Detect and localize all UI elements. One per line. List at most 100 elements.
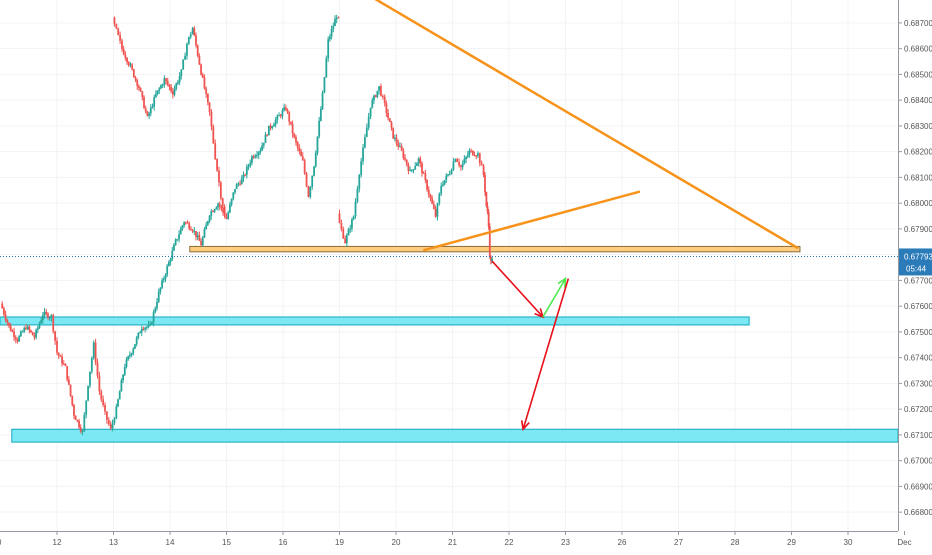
candle-body (240, 178, 243, 185)
time-tick-label: 14 (166, 538, 175, 547)
candle (137, 332, 140, 340)
candle-body (113, 418, 116, 424)
candle-body (117, 399, 119, 407)
candle (313, 166, 315, 177)
candle-body (471, 150, 474, 156)
candle-body (482, 165, 485, 175)
candle-body (9, 325, 12, 331)
candle (190, 226, 192, 231)
candle-body (147, 324, 150, 327)
candle (78, 418, 80, 430)
candle-body (124, 54, 127, 58)
candle-body (475, 155, 478, 157)
time-tick-label: 0 (0, 538, 2, 547)
candle-body (309, 187, 312, 197)
candle (475, 154, 478, 160)
candle-body (134, 77, 137, 80)
candle (188, 221, 191, 231)
candle-body (157, 291, 160, 302)
candle-body (271, 126, 274, 128)
candle (71, 395, 74, 407)
candle (140, 325, 143, 336)
time-tick-label: 27 (674, 538, 683, 547)
candle-body (1, 303, 4, 309)
candle-body (127, 356, 130, 360)
time-tick-label: 20 (392, 538, 401, 547)
candle (342, 226, 345, 240)
candle (118, 390, 121, 400)
candle-body (193, 28, 196, 36)
candle-body (445, 175, 448, 181)
candle (8, 322, 10, 328)
candle (119, 31, 121, 45)
candle-body (36, 327, 39, 330)
candle-body (419, 158, 422, 164)
candle-body (491, 258, 493, 261)
candle-body (149, 107, 152, 114)
triangle-lower-line (423, 190, 641, 252)
candle (214, 139, 217, 160)
candle (358, 173, 361, 193)
candle-body (378, 86, 380, 91)
candle-body (249, 162, 252, 166)
candle-body (139, 332, 141, 334)
candle (56, 337, 58, 356)
candle-body (318, 120, 321, 137)
candle-body (135, 337, 138, 345)
candle (57, 352, 60, 360)
candle-body (232, 192, 235, 199)
candle-body (193, 231, 196, 233)
candle (262, 142, 265, 149)
candle (445, 173, 448, 184)
candle (450, 168, 453, 175)
candle-body (35, 329, 37, 338)
candle-body (141, 91, 144, 97)
candle (151, 103, 154, 109)
candle-body (218, 170, 220, 183)
candle (307, 185, 310, 198)
candle (43, 307, 46, 319)
candle-body (132, 69, 135, 78)
candle-body (171, 250, 174, 260)
candle (383, 94, 386, 107)
candle (167, 260, 170, 267)
candle-body (159, 287, 162, 292)
candle-body (325, 58, 328, 78)
candle-body (205, 88, 208, 94)
candle (283, 103, 286, 112)
price-tick-label: 0.67700 (904, 276, 932, 285)
candle-body (189, 34, 192, 37)
candle (111, 419, 114, 432)
candle (360, 157, 363, 178)
candle-body (156, 90, 159, 95)
candle (281, 108, 284, 120)
candle (254, 153, 257, 159)
candle-body (291, 123, 294, 134)
candle (74, 415, 77, 420)
candle-body (422, 172, 425, 174)
candle (200, 238, 202, 246)
candle-body (98, 375, 101, 392)
candle (147, 320, 150, 329)
candle-body (454, 159, 457, 162)
time-tick-label: Dec (897, 538, 911, 547)
candle (146, 110, 149, 117)
candle-body (50, 315, 53, 318)
candle-body (76, 419, 79, 421)
candle (465, 156, 467, 164)
candle (354, 198, 357, 219)
zone-layer (0, 245, 899, 443)
candle (107, 417, 110, 426)
candle-body (424, 173, 427, 181)
candle-body (470, 150, 473, 152)
candle (171, 246, 174, 262)
candle-body (156, 301, 158, 308)
candle-body (332, 26, 335, 30)
candle-body (59, 355, 62, 357)
candle-body (266, 134, 269, 136)
candle (138, 84, 140, 91)
candle (286, 108, 289, 114)
candle (13, 327, 15, 342)
